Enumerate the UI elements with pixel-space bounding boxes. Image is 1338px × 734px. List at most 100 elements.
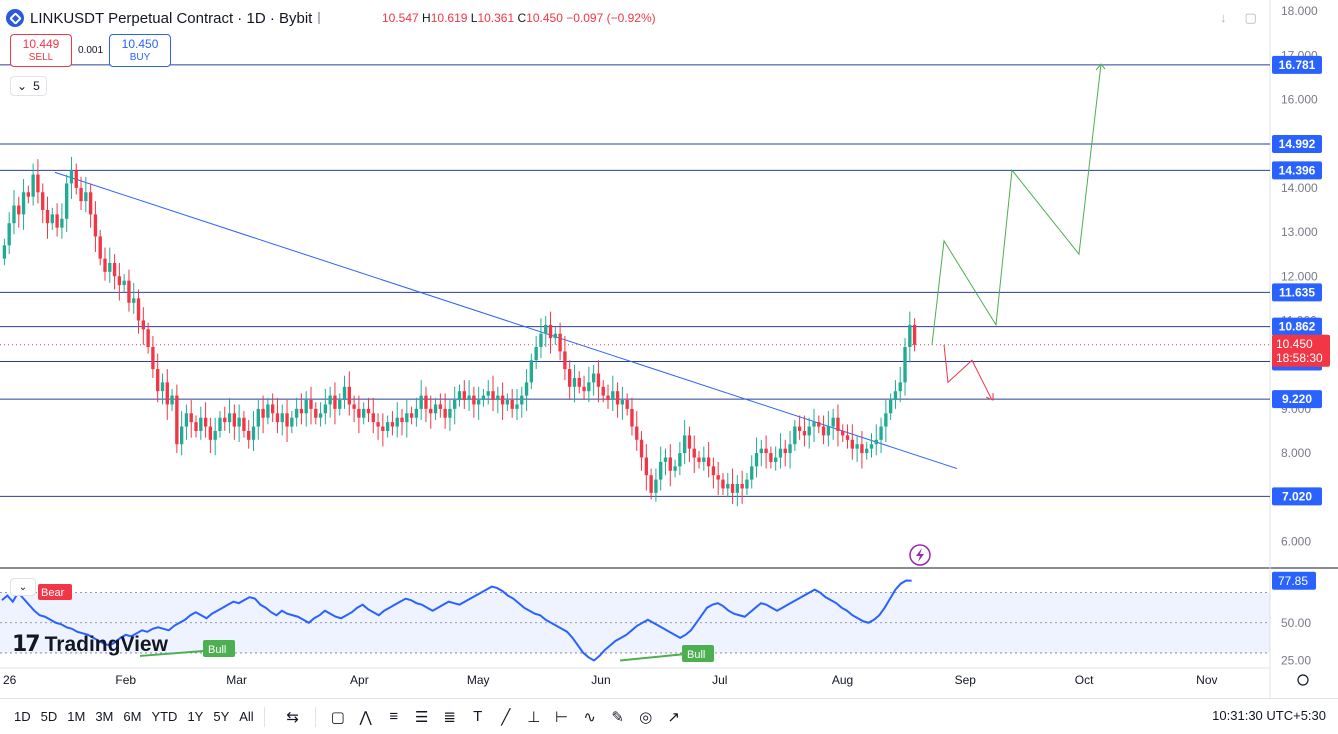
candle-body bbox=[160, 382, 165, 392]
candle-body bbox=[362, 408, 366, 418]
level-price-tag bbox=[1272, 487, 1322, 506]
long-position-icon[interactable]: ⊢ bbox=[555, 708, 569, 726]
candle-body bbox=[462, 391, 466, 401]
candle-body bbox=[472, 395, 476, 405]
buy-button[interactable]: 10.450 BUY bbox=[109, 34, 172, 67]
candle-body bbox=[606, 395, 610, 401]
candle-body bbox=[199, 417, 203, 431]
price-tick-label: 6.000 bbox=[1281, 534, 1311, 548]
level-price-tag bbox=[1272, 390, 1322, 409]
candles bbox=[2, 156, 917, 507]
chevron-down-icon: ⌄ bbox=[17, 79, 28, 93]
candle-body bbox=[615, 391, 620, 405]
select-box-icon[interactable]: ▢ bbox=[330, 708, 345, 726]
time-tick-label: Sep bbox=[955, 673, 977, 687]
level-price-label: 7.020 bbox=[1282, 489, 1312, 503]
path-icon[interactable]: ∿ bbox=[583, 708, 596, 726]
candle-body bbox=[639, 439, 644, 458]
price-tick-label: 8.000 bbox=[1281, 446, 1311, 460]
candle-body bbox=[893, 391, 898, 401]
candle-body bbox=[338, 400, 342, 409]
candle-body bbox=[294, 408, 299, 418]
level-price-tag bbox=[1272, 135, 1322, 154]
candle-body bbox=[697, 457, 701, 462]
fib-retracement-icon[interactable]: ≡ bbox=[389, 708, 399, 725]
brush-icon[interactable]: ✎ bbox=[611, 708, 624, 726]
candle-body bbox=[357, 408, 361, 418]
candle-body bbox=[711, 466, 716, 476]
level-price-label: 16.781 bbox=[1279, 58, 1316, 72]
candle-body bbox=[122, 280, 126, 286]
range-button-5d[interactable]: 5D bbox=[40, 709, 58, 724]
pattern-icon[interactable]: ⋀ bbox=[359, 708, 372, 726]
range-button-6m[interactable]: 6M bbox=[123, 709, 142, 724]
rsi-collapse-button[interactable]: ⌄ bbox=[10, 578, 36, 596]
sell-button[interactable]: 10.449 SELL bbox=[10, 34, 72, 67]
time-tick-label: Feb bbox=[115, 673, 136, 687]
candle-body bbox=[103, 258, 107, 272]
range-button-ytd[interactable]: YTD bbox=[151, 709, 178, 724]
candle-body bbox=[84, 192, 88, 202]
trendline-icon[interactable]: ╱ bbox=[501, 708, 511, 726]
circle-icon[interactable]: ◎ bbox=[639, 708, 653, 726]
candle-body bbox=[630, 408, 634, 427]
candle-body bbox=[596, 373, 601, 387]
price-axis: 18.00017.00016.00015.00014.00013.00012.0… bbox=[909, 4, 1330, 667]
bear-label: Bear bbox=[41, 587, 65, 599]
time-tick-label: Nov bbox=[1196, 673, 1217, 687]
candle-body bbox=[836, 417, 840, 431]
candle-body bbox=[817, 422, 821, 427]
range-button-all[interactable]: All bbox=[239, 709, 254, 724]
bull-label-tag bbox=[682, 645, 714, 662]
candle-body bbox=[582, 386, 586, 392]
candle-body bbox=[438, 404, 443, 409]
range-button-1d[interactable]: 1D bbox=[14, 709, 31, 724]
candle-body bbox=[314, 408, 318, 418]
candle-body bbox=[290, 417, 294, 427]
candle-body bbox=[510, 400, 514, 409]
candle-body bbox=[587, 382, 591, 392]
download-icon[interactable]: ↓ bbox=[1220, 10, 1227, 25]
candle-body bbox=[385, 422, 390, 431]
candle-body bbox=[55, 214, 59, 228]
symbol-title[interactable]: LINKUSDT Perpetual Contract · 1D · Bybit bbox=[30, 9, 313, 27]
candle-body bbox=[884, 413, 888, 427]
ohlc-high-label: H bbox=[422, 11, 431, 25]
candle-body bbox=[256, 408, 260, 427]
candle-body bbox=[270, 404, 275, 414]
price-range-icon[interactable]: ⊥ bbox=[527, 708, 541, 726]
fib-settings-icon[interactable]: ☰ bbox=[414, 708, 429, 726]
candle-body bbox=[769, 453, 773, 462]
range-button-3m[interactable]: 3M bbox=[95, 709, 114, 724]
candle-body bbox=[500, 395, 505, 405]
legend-toggle-button[interactable]: ⌄ 5 bbox=[10, 76, 47, 96]
candle-body bbox=[170, 395, 174, 405]
current-price-label: 10.450 bbox=[1276, 337, 1313, 351]
candle-body bbox=[591, 373, 596, 383]
bullish-forecast-arrowhead bbox=[1095, 63, 1106, 71]
candle-body bbox=[874, 439, 878, 445]
candle-body bbox=[572, 377, 577, 387]
text-icon[interactable]: T bbox=[473, 708, 483, 725]
range-button-1m[interactable]: 1M bbox=[67, 709, 86, 724]
candle-body bbox=[486, 391, 490, 396]
tradingview-logo-icon: 17 bbox=[12, 632, 41, 657]
arrow-icon[interactable]: ↗ bbox=[667, 708, 680, 726]
candle-body bbox=[247, 430, 251, 440]
channel-icon[interactable]: ≣ bbox=[443, 708, 456, 726]
flag-icon[interactable] bbox=[318, 12, 334, 24]
candle-body bbox=[409, 413, 414, 418]
candle-body bbox=[673, 466, 677, 471]
candle-body bbox=[869, 444, 874, 449]
candle-body bbox=[108, 263, 112, 272]
calendar-range-icon[interactable]: ⇆ bbox=[286, 708, 299, 726]
candle-body bbox=[706, 457, 711, 467]
candle-body bbox=[146, 329, 150, 347]
range-button-5y[interactable]: 5Y bbox=[213, 709, 230, 724]
range-button-1y[interactable]: 1Y bbox=[187, 709, 204, 724]
clock[interactable]: 10:31:30 UTC+5:30 bbox=[1212, 708, 1326, 723]
maximize-icon[interactable]: ▢ bbox=[1244, 10, 1257, 25]
candle-body bbox=[735, 484, 740, 493]
